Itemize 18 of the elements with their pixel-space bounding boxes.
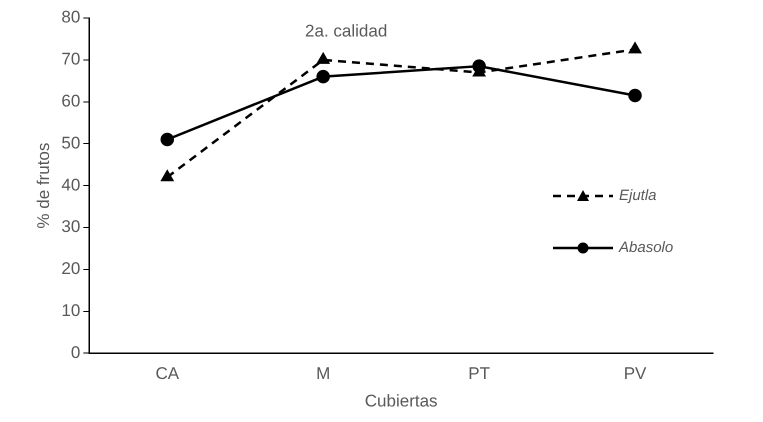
x-tick-label: M: [316, 364, 330, 384]
x-axis-title: Cubiertas: [364, 391, 438, 410]
y-tick-label: 70: [61, 50, 80, 69]
y-axis-title: % de frutos: [34, 142, 53, 229]
y-tick-label: 50: [61, 133, 80, 152]
y-tick-label: 80: [61, 8, 80, 27]
chart-title: 2a. calidad: [305, 22, 388, 41]
y-tick-label: 0: [70, 342, 80, 362]
legend-label: Abasolo: [618, 239, 674, 256]
y-tick-label: 30: [61, 217, 80, 236]
x-tick-label: PT: [468, 364, 490, 384]
x-tick-label: CA: [155, 364, 180, 384]
y-tick-label: 40: [61, 175, 80, 194]
legend-label: Ejutla: [619, 187, 657, 204]
y-tick-label: 20: [61, 259, 80, 278]
y-tick-label: 60: [61, 91, 80, 110]
x-tick-label: PV: [624, 364, 648, 384]
y-tick-label: 10: [61, 300, 80, 320]
